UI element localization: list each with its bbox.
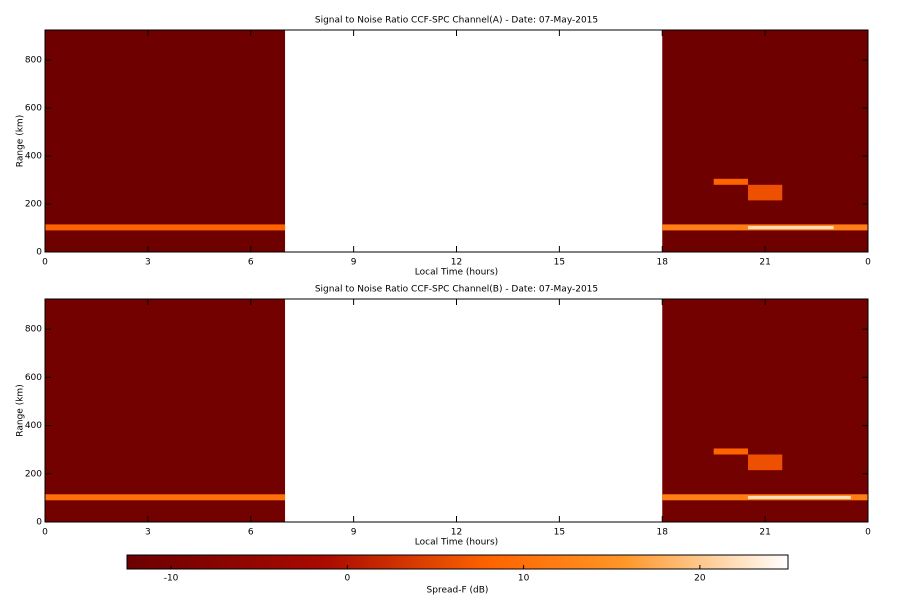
y-tick-label: 400 [25, 421, 42, 431]
heatmap-cell [747, 184, 783, 201]
colorbar-tick-label: -10 [164, 574, 179, 584]
y-tick-label: 800 [25, 56, 42, 66]
x-tick-label: 18 [657, 528, 669, 538]
y-tick-label: 600 [25, 373, 42, 383]
y-tick-label: 200 [25, 469, 42, 479]
chart-title: Signal to Noise Ratio CCF-SPC Channel(A)… [315, 16, 598, 26]
x-tick-label: 15 [554, 528, 565, 538]
y-tick-label: 400 [25, 152, 42, 162]
y-tick-label: 600 [25, 104, 42, 114]
x-tick-label: 9 [351, 258, 357, 268]
heatmap-cell [747, 495, 851, 500]
heatmap-cell [45, 30, 286, 252]
heatmap-cell [662, 299, 868, 522]
x-tick-label: 3 [145, 528, 151, 538]
x-tick-label: 15 [554, 258, 565, 268]
x-tick-label: 0 [42, 258, 48, 268]
x-tick-label: 6 [248, 528, 254, 538]
colorbar-tick-label: 20 [694, 574, 706, 584]
x-tick-label: 12 [451, 258, 462, 268]
y-tick-label: 0 [36, 248, 42, 258]
heatmap-cell [45, 224, 286, 231]
x-tick-label: 0 [865, 528, 871, 538]
x-axis-label: Local Time (hours) [415, 538, 498, 548]
heatmap-cell [45, 299, 286, 522]
y-axis-label: Range (km) [16, 384, 26, 436]
heatmap-cell [45, 494, 286, 501]
colorbar-tick-label: 10 [518, 574, 530, 584]
y-tick-label: 0 [36, 518, 42, 528]
heatmap-cell [713, 448, 748, 455]
y-axis-label: Range (km) [16, 115, 26, 167]
colorbar-tick-label: 0 [344, 574, 350, 584]
x-tick-label: 0 [42, 528, 48, 538]
x-axis-label: Local Time (hours) [415, 268, 498, 278]
heatmap-cell [662, 30, 868, 252]
x-tick-label: 9 [351, 528, 357, 538]
chart-title: Signal to Noise Ratio CCF-SPC Channel(B)… [315, 285, 598, 295]
heatmap-cell [713, 178, 748, 185]
x-tick-label: 0 [865, 258, 871, 268]
colorbar-label: Spread-F (dB) [427, 586, 489, 596]
x-tick-label: 3 [145, 258, 151, 268]
x-tick-label: 21 [759, 258, 770, 268]
colorbar [126, 554, 789, 570]
x-tick-label: 6 [248, 258, 254, 268]
x-tick-label: 21 [759, 528, 770, 538]
heatmap-cell [747, 454, 783, 471]
y-tick-label: 800 [25, 325, 42, 335]
heatmap-cell [747, 226, 834, 230]
x-tick-label: 12 [451, 528, 462, 538]
y-tick-label: 200 [25, 200, 42, 210]
x-tick-label: 18 [657, 258, 669, 268]
